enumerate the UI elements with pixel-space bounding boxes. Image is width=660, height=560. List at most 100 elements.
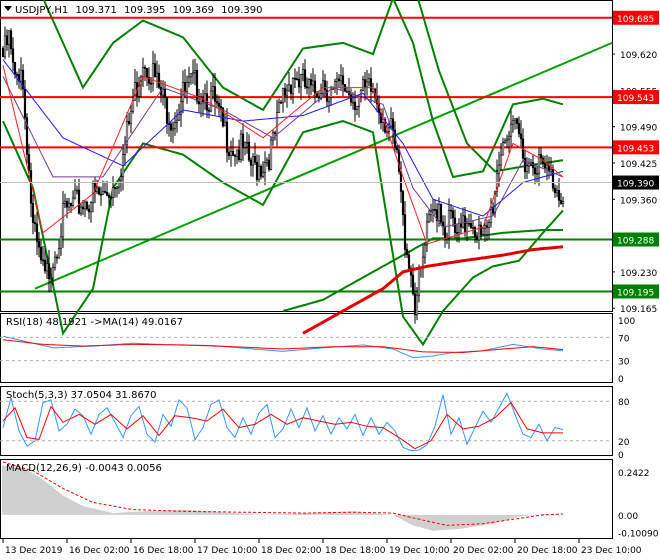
level-tag (613, 90, 659, 105)
candle-body (317, 96, 321, 99)
price-tick-label: 109.620 (620, 51, 657, 61)
candle-body (153, 63, 157, 77)
current-price-tag (613, 175, 659, 190)
candle-body (111, 187, 115, 198)
candle-body (171, 128, 175, 131)
candle-body (449, 209, 453, 212)
level-tag (613, 284, 659, 299)
axis-tick-label: 0.00 (618, 512, 638, 522)
candle-body (351, 101, 355, 104)
candle-body (31, 203, 35, 223)
candle-body (479, 224, 483, 235)
candle-body (319, 93, 323, 99)
candle-body (391, 118, 395, 131)
candle-body (485, 225, 489, 228)
time-tick-label: 16 Dec 18:00 (133, 546, 194, 556)
candle-body (77, 189, 81, 214)
signal-line (2, 401, 563, 450)
candle-body (73, 189, 77, 199)
candle-body (337, 78, 341, 82)
candle-body (403, 214, 407, 250)
candle-body (165, 97, 169, 124)
candle-body (59, 236, 63, 249)
candle-body (27, 154, 31, 171)
envelope-upper (417, 0, 564, 173)
candle-body (269, 139, 273, 170)
candle-body (149, 82, 153, 85)
candle-body (141, 67, 145, 78)
candle-body (43, 259, 47, 272)
candle-body (71, 197, 75, 207)
trendline (34, 41, 613, 290)
candle-body (127, 121, 131, 124)
candle-body (259, 166, 263, 177)
candle-body (549, 168, 553, 172)
candle-body (309, 79, 313, 86)
candle-body (87, 208, 91, 213)
candle-body (467, 223, 471, 225)
axis-tick-label: 30 (618, 358, 630, 368)
ma-mid (2, 76, 564, 228)
candle-body (177, 113, 181, 121)
candle-body (543, 163, 547, 169)
candle-body (129, 110, 133, 124)
candle-body (519, 133, 523, 140)
symbol-dropdown-icon[interactable] (4, 6, 12, 11)
candle-body (41, 259, 45, 262)
candle-body (293, 77, 297, 80)
candle-body (227, 151, 231, 157)
candle-body (151, 63, 155, 85)
candle-body (211, 86, 215, 92)
candle-body (231, 150, 235, 156)
candle-body (457, 223, 461, 234)
level-label: 109.195 (617, 288, 654, 298)
axis-tick-label: 20 (618, 438, 630, 448)
level-tag (613, 10, 659, 25)
candle-body (527, 163, 531, 167)
rsi-label: RSI(18) 48.1921 ->MA(14) 49.0167 (6, 317, 183, 328)
time-tick-label: 23 Dec 10:00 (581, 546, 642, 556)
candle-body (213, 86, 217, 102)
time-axis: 13 Dec 2019 16 Dec 02:00 16 Dec 18:00 17 De… (2, 539, 642, 556)
candle-body (117, 179, 121, 188)
candle-body (115, 186, 119, 189)
candle-body (21, 69, 25, 90)
candle-body (325, 89, 329, 102)
stoch-pane: 80 20 0 (0, 392, 630, 461)
candle-body (455, 232, 459, 234)
candle-body (251, 156, 255, 166)
candle-body (471, 227, 475, 229)
candle-body (193, 70, 197, 73)
candle-body (217, 102, 221, 107)
candle-body (25, 117, 29, 155)
candle-body (123, 144, 127, 155)
candle-body (79, 206, 83, 214)
candle-body (335, 78, 339, 82)
candle-body (395, 146, 399, 150)
candle-body (11, 48, 15, 63)
main-line (2, 392, 564, 452)
level-label: 109.685 (617, 15, 654, 25)
candle-body (503, 140, 507, 144)
candle-body (515, 118, 519, 124)
candle-body (109, 196, 113, 199)
candle-body (47, 263, 51, 280)
candle-body (83, 201, 87, 210)
candle-body (499, 154, 503, 166)
axis-tick-label: -0.10090 (618, 530, 659, 540)
candle-body (331, 88, 335, 90)
candle-body (161, 88, 165, 96)
level-label: 109.288 (617, 237, 654, 247)
time-tick-label: 13 Dec 2019 (5, 546, 63, 556)
candle-body (175, 119, 179, 123)
candle-body (263, 162, 267, 173)
axis-tick-label: 0 (618, 451, 624, 461)
candle-body (277, 101, 281, 113)
candle-body (477, 224, 481, 241)
axis-tick-label: 80 (618, 398, 630, 408)
candle-body (191, 71, 195, 75)
candle-body (299, 74, 303, 88)
candle-body (281, 88, 285, 104)
candle-body (215, 101, 219, 104)
bollinger-lower (2, 120, 564, 347)
